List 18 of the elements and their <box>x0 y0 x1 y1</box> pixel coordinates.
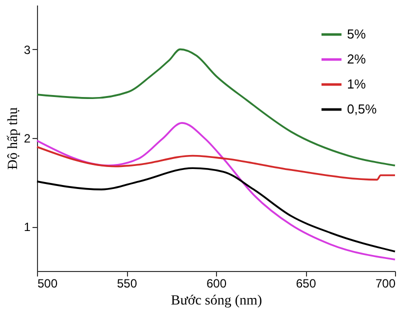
x-tick-label: 700 <box>375 276 396 290</box>
y-tick-label: 2 <box>24 132 31 146</box>
line-series <box>36 146 396 181</box>
x-tick-label: 550 <box>116 276 138 290</box>
x-tick-label: 500 <box>38 276 58 290</box>
legend-label: 2% <box>347 52 366 66</box>
legend-label: 0,5% <box>347 102 378 116</box>
x-axis-title: Bước sóng (nm) <box>170 294 262 308</box>
line-series <box>36 122 396 260</box>
line-series <box>36 167 396 252</box>
y-tick-label: 1 <box>24 220 31 234</box>
legend-label: 5% <box>347 26 366 42</box>
x-tick-label: 600 <box>206 276 227 290</box>
line-series <box>36 48 396 166</box>
legend-label: 1% <box>347 76 366 92</box>
y-axis-title: Độ hấp thụ <box>6 107 21 170</box>
x-tick-label: 650 <box>296 276 316 290</box>
y-tick-label: 3 <box>24 42 31 57</box>
